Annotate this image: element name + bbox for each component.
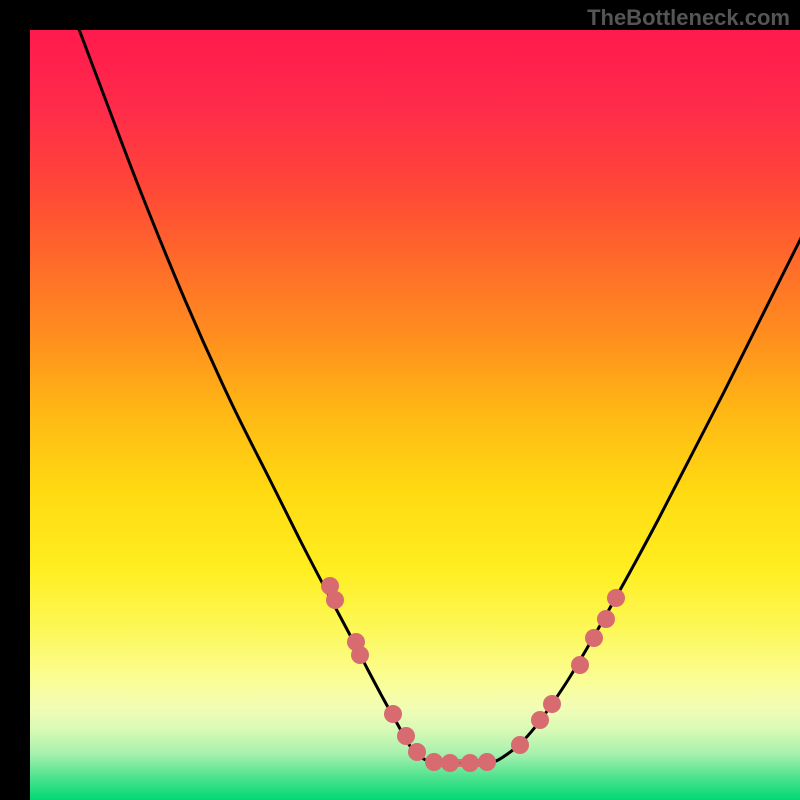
data-marker [585,629,603,647]
gradient-background [30,30,800,800]
data-marker [461,754,479,772]
data-marker [408,743,426,761]
data-marker [441,754,459,772]
data-marker [531,711,549,729]
data-marker [326,591,344,609]
data-marker [607,589,625,607]
frame-left [0,0,30,800]
plot-svg [30,30,800,800]
data-marker [397,727,415,745]
data-marker [384,705,402,723]
data-marker [425,753,443,771]
plot-area [30,30,800,800]
data-marker [571,656,589,674]
watermark-text: TheBottleneck.com [587,5,790,31]
data-marker [478,753,496,771]
data-marker [511,736,529,754]
data-marker [597,610,615,628]
data-marker [351,646,369,664]
data-marker [543,695,561,713]
